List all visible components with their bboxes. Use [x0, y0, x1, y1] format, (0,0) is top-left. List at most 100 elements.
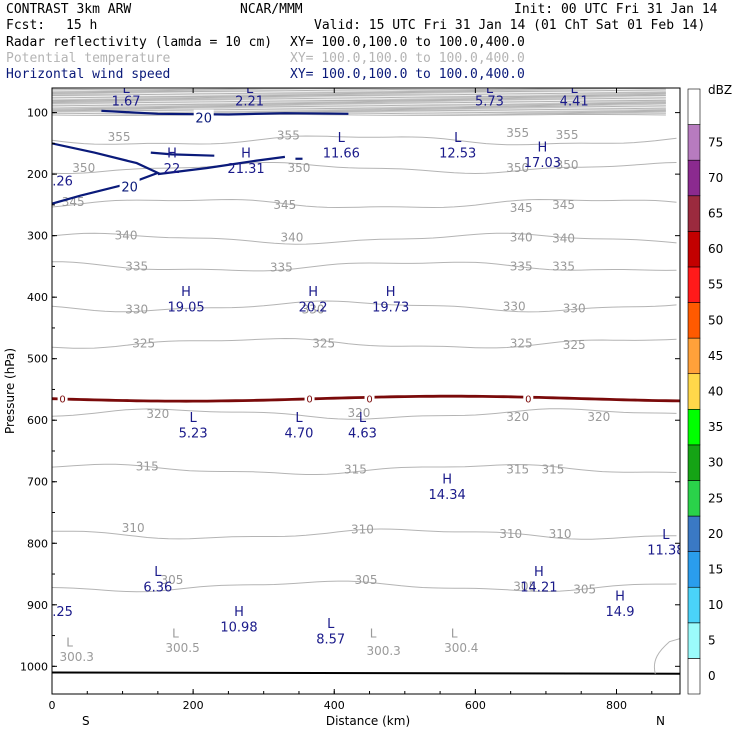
- wind-label-bg: [119, 178, 140, 193]
- extremum-value: 8.57: [316, 633, 345, 648]
- colorbar-level-label: 15: [708, 562, 723, 576]
- theta-label: 305: [573, 582, 596, 596]
- theta-contour-330: [52, 300, 677, 313]
- colorbar-level-label: 25: [708, 491, 723, 505]
- theta-label: 355: [277, 128, 300, 142]
- colorbar-swatch: [687, 515, 701, 552]
- extremum-marker: L: [154, 565, 162, 580]
- extremum-marker: L: [246, 82, 254, 97]
- extremum-value: 12.53: [439, 147, 476, 162]
- wind-contour-20: [150, 151, 215, 157]
- org-title: NCAR/MMM: [240, 2, 303, 17]
- colorbar-swatch: [687, 408, 701, 446]
- theta-label: 340: [280, 231, 303, 245]
- colorbar-swatch: [687, 551, 701, 588]
- colorbar-swatch: [687, 195, 701, 232]
- extremum-marker: H: [234, 605, 244, 620]
- field-xy-theta: XY= 100.0,100.0 to 100.0,400.0: [290, 51, 525, 66]
- reflectivity-label: 0: [525, 395, 531, 406]
- extremum-marker: L: [571, 82, 579, 97]
- extremum-marker: L: [359, 411, 367, 426]
- colorbar-level-label: 65: [708, 207, 723, 221]
- field-name-wind: Horizontal wind speed: [6, 67, 170, 82]
- y-tick-label: 800: [27, 537, 48, 550]
- x-axis-north-label: N: [656, 714, 665, 728]
- extremum-value: 5.23: [179, 427, 208, 442]
- extremum-marker: H: [538, 140, 548, 155]
- theta-label: 325: [510, 336, 533, 350]
- colorbar-swatch: [687, 658, 701, 695]
- theta-contour-350: [52, 162, 677, 175]
- field-name-reflectivity: Radar reflectivity (lamda = 10 cm): [6, 35, 272, 50]
- wind-contour-20: [157, 155, 286, 176]
- extremum-marker: L: [327, 617, 335, 632]
- theta-label: 340: [552, 232, 575, 246]
- theta-contour-upper: [52, 108, 666, 111]
- theta-label: 300.5: [165, 641, 199, 655]
- theta-label: 300.4: [444, 641, 478, 655]
- theta-label: 315: [344, 462, 367, 476]
- theta-contour-320: [52, 408, 677, 420]
- extremum-marker: L: [486, 82, 494, 97]
- wind-contour-20: [52, 142, 161, 205]
- theta-contour-310: [52, 528, 677, 540]
- y-tick-label: 700: [27, 476, 48, 489]
- wind-label: 20: [121, 180, 138, 195]
- y-tick-label: 1000: [20, 660, 48, 673]
- extremum-marker: H: [241, 147, 251, 162]
- colorbar-level-label: 70: [708, 171, 723, 185]
- reflectivity-label: 0: [306, 395, 312, 406]
- extremum-value: 4.41: [560, 94, 589, 109]
- theta-contour-upper: [52, 107, 666, 110]
- theta-label: 305: [161, 573, 184, 587]
- wind-contour-20: [101, 109, 349, 116]
- theta-label: 320: [587, 410, 610, 424]
- theta-label: 320: [146, 407, 169, 421]
- theta-label: 345: [552, 198, 575, 212]
- colorbar-swatch: [687, 124, 701, 161]
- theta-contour-315: [52, 463, 677, 475]
- extremum-value: 1.67: [112, 94, 141, 109]
- theta-label: 310: [351, 523, 374, 537]
- terrain-contour: [653, 638, 680, 674]
- extremum-marker: H: [615, 590, 625, 605]
- extremum-marker: H: [167, 147, 177, 162]
- theta-label: 305: [513, 579, 536, 593]
- colorbar-swatch: [687, 586, 701, 624]
- field-xy-reflectivity: XY= 100.0,100.0 to 100.0,400.0: [290, 35, 525, 50]
- theta-label: 325: [132, 336, 155, 350]
- colorbar-swatch: [687, 622, 701, 659]
- extremum-marker: L: [370, 626, 377, 640]
- theta-label: 330: [302, 302, 325, 316]
- model-title: CONTRAST 3km ARW: [6, 2, 131, 17]
- fcst-value: 15 h: [66, 18, 97, 33]
- x-tick-label: 800: [606, 699, 627, 712]
- theta-contour-305: [52, 580, 677, 593]
- colorbar-level-label: 20: [708, 527, 723, 541]
- theta-contour-upper: [52, 95, 666, 97]
- colorbar-swatch: [687, 480, 701, 517]
- theta-label: 315: [542, 462, 565, 476]
- extremum-value: 14.9: [606, 605, 635, 620]
- theta-label: 310: [549, 527, 572, 541]
- colorbar-level-label: 5: [708, 634, 716, 648]
- colorbar-swatch: [687, 302, 701, 339]
- theta-label: 345: [273, 198, 296, 212]
- plot-frame: [51, 87, 681, 695]
- field-name-theta: Potential temperature: [6, 51, 171, 66]
- extremum-value: 21.31: [227, 162, 264, 177]
- theta-label: 335: [552, 259, 575, 273]
- theta-contour-upper: [52, 111, 666, 114]
- theta-contour-325: [52, 337, 677, 349]
- theta-contour-upper: [52, 88, 666, 91]
- x-axis-south-label: S: [82, 714, 90, 728]
- colorbar-swatch: [687, 159, 701, 197]
- colorbar-swatch: [687, 444, 701, 481]
- extremum-value: 5.73: [475, 94, 504, 109]
- theta-contour-upper: [52, 101, 666, 104]
- extremum-marker: H: [534, 565, 544, 580]
- theta-label: 335: [125, 259, 148, 273]
- extremum-value: 10.98: [220, 620, 257, 635]
- valid-time: Valid: 15 UTC Fri 31 Jan 14 (01 ChT Sat …: [314, 18, 705, 33]
- colorbar-swatch: [687, 231, 701, 268]
